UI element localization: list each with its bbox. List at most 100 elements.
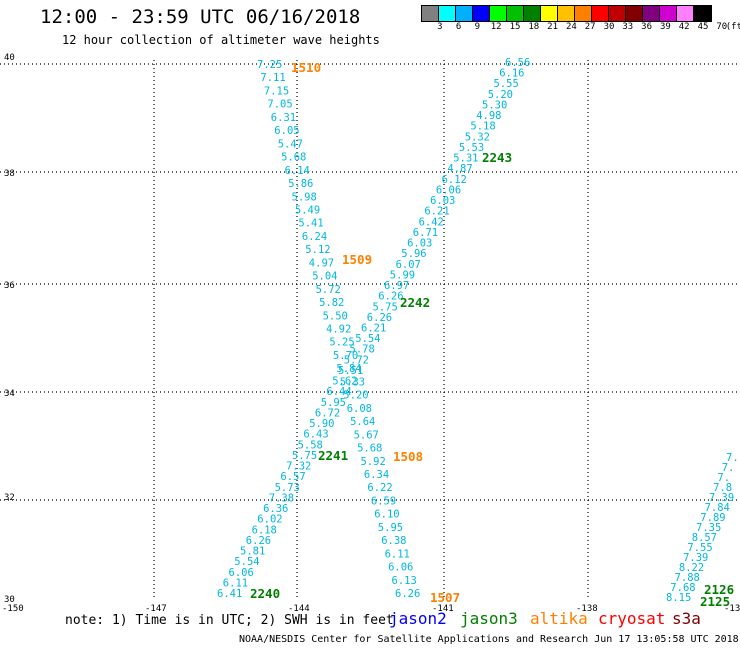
wave-height-value: 5.68 xyxy=(357,443,382,455)
pass-id-label: 1507 xyxy=(430,590,460,605)
wave-height-value: 5.95 xyxy=(321,397,346,409)
wave-height-value: 6.26 xyxy=(378,291,403,303)
pass-id-label: 2126 xyxy=(704,582,734,597)
wave-height-value: 6.02 xyxy=(257,514,282,526)
wave-height-value: 6.03 xyxy=(430,195,455,207)
wave-height-value: 7.05 xyxy=(267,99,292,111)
wave-height-value: 5.73 xyxy=(275,482,300,494)
y-tick-label: 32 xyxy=(4,493,15,503)
legend-label: 18 xyxy=(528,22,540,32)
pass-id-label: 2125 xyxy=(700,594,730,609)
legend-swatch xyxy=(643,6,660,21)
wave-height-value: 5.33 xyxy=(340,376,365,388)
legend-label: 27 xyxy=(584,22,596,32)
wave-height-value: 5.67 xyxy=(354,429,379,441)
legend-label: 21 xyxy=(547,22,559,32)
wave-height-value: 7.11 xyxy=(260,72,285,84)
legend-label: 42 xyxy=(678,22,690,32)
x-tick-label: -138 xyxy=(576,604,598,614)
pass-id-label: 2241 xyxy=(318,448,348,463)
wave-height-value: 6.11 xyxy=(385,548,410,560)
wave-height-value: 5.72 xyxy=(344,354,369,366)
wave-height-value: 5.18 xyxy=(470,121,495,133)
wave-height-value: 4.98 xyxy=(476,110,501,122)
note-text: note: 1) Time is in UTC; 2) SWH is in fe… xyxy=(65,613,394,628)
wave-height-value: 6.18 xyxy=(252,524,277,536)
wave-height-value: 6.06 xyxy=(388,562,413,574)
mission-cryosat: cryosat xyxy=(598,609,666,628)
wave-height-value: 7.35 xyxy=(696,522,721,534)
legend-label: 15 xyxy=(509,22,521,32)
legend-label: 70 xyxy=(716,22,728,32)
mission-s3a: s3a xyxy=(672,609,701,628)
legend-label: 36 xyxy=(641,22,653,32)
legend-label: 9 xyxy=(474,22,481,32)
wave-height-value: 7.8 xyxy=(713,482,732,494)
page-title: 12:00 - 23:59 UTC 06/16/2018 xyxy=(40,6,361,28)
wave-height-value: 6.21 xyxy=(361,323,386,335)
wave-height-value: 6.34 xyxy=(364,469,389,481)
wave-height-value: 7.68 xyxy=(670,582,695,594)
wave-height-value: 5.75 xyxy=(373,301,398,313)
x-tick-label: -141 xyxy=(432,604,454,614)
mission-altika: altika xyxy=(530,609,588,628)
wave-height-value: 6.08 xyxy=(347,403,372,415)
wave-height-value: 4.87 xyxy=(447,163,472,175)
wave-height-value: 5.99 xyxy=(390,269,415,281)
legend-swatch xyxy=(439,6,456,21)
wave-height-value: 6.06 xyxy=(229,567,254,579)
wave-height-value: 6.42 xyxy=(419,216,444,228)
wave-height-value: 5.30 xyxy=(482,100,507,112)
legend-label: 30 xyxy=(603,22,615,32)
wave-height-value: 7.55 xyxy=(687,542,712,554)
footer-credit: NOAA/NESDIS Center for Satellite Applica… xyxy=(239,634,739,645)
wave-height-value: 6.13 xyxy=(392,575,417,587)
wave-height-value: 6.72 xyxy=(315,408,340,420)
legend-swatch xyxy=(490,6,507,21)
wave-height-value: 5.04 xyxy=(312,271,337,283)
legend-swatch xyxy=(558,6,575,21)
pass-id-label: 1509 xyxy=(342,252,372,267)
legend-swatch xyxy=(660,6,677,21)
wave-height-value: 6.26 xyxy=(395,588,420,600)
wave-height-value: 5.86 xyxy=(288,178,313,190)
wave-height-value: 6.38 xyxy=(381,535,406,547)
wave-height-value: 6.57 xyxy=(280,471,305,483)
wave-height-value: 5.70 xyxy=(333,350,358,362)
legend-label: 12 xyxy=(490,22,502,32)
wave-height-value: 6.11 xyxy=(223,577,248,589)
legend-swatch xyxy=(473,6,490,21)
pass-id-label: 2243 xyxy=(482,150,512,165)
mission-jason2: jason2 xyxy=(389,609,447,628)
legend-swatch xyxy=(456,6,473,21)
wave-height-value: 7. xyxy=(722,462,735,474)
legend-swatch xyxy=(507,6,524,21)
wave-height-value: 8.57 xyxy=(692,532,717,544)
wave-height-value: 5.90 xyxy=(309,418,334,430)
wave-height-value: 6.59 xyxy=(371,495,396,507)
wave-height-value: 7.84 xyxy=(705,502,730,514)
legend-swatch xyxy=(422,6,439,21)
wave-height-value: 6.12 xyxy=(442,174,467,186)
wave-height-value: 7.89 xyxy=(700,512,725,524)
wave-height-value: 5.49 xyxy=(295,205,320,217)
wave-height-value: 6.31 xyxy=(271,112,296,124)
wave-height-value: 5.31 xyxy=(453,153,478,165)
pass-id-label: 2240 xyxy=(250,586,280,601)
wave-height-value: 5.75 xyxy=(292,450,317,462)
wave-height-value: 5.68 xyxy=(281,152,306,164)
wave-height-value: 7.25 xyxy=(257,59,282,71)
wave-height-value: 5.50 xyxy=(323,310,348,322)
x-tick-label: -147 xyxy=(145,604,167,614)
x-tick-label: -150 xyxy=(2,604,24,614)
legend-swatch xyxy=(694,6,711,21)
wave-height-value: 5.62 xyxy=(332,376,357,388)
axis-tick-labels: -150 -147 -144 -141 -138 -13 40 38 36 34 32 30 xyxy=(2,53,740,614)
wave-height-value: 6.22 xyxy=(367,482,392,494)
wave-height-value: 6.06 xyxy=(436,184,461,196)
wave-height-value: 5.20 xyxy=(343,390,368,402)
legend-swatch xyxy=(677,6,694,21)
